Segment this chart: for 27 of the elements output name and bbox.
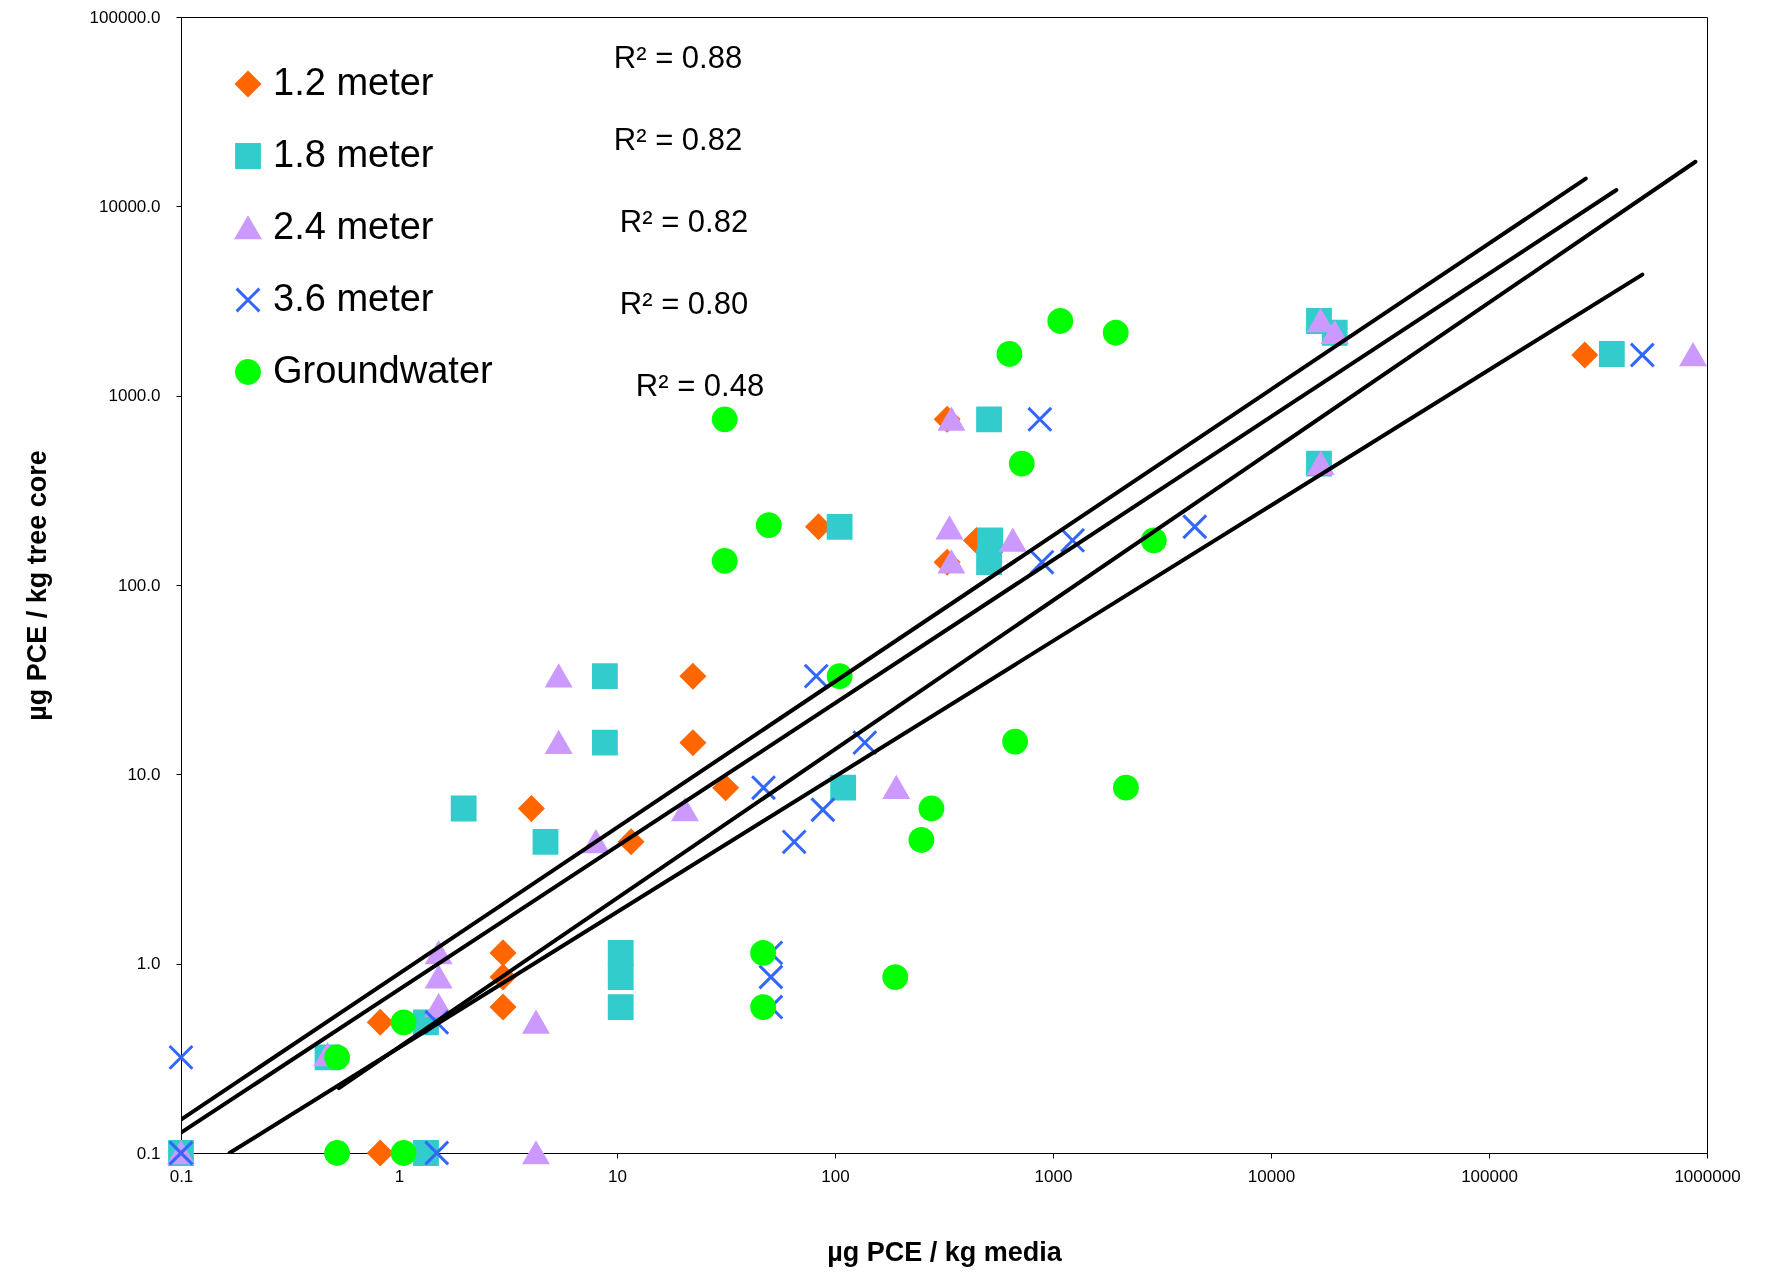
annotation: R² = 0.82 <box>619 204 749 239</box>
x-tick-label: 1 <box>394 1166 405 1186</box>
y-tick-label: 1.0 <box>136 954 161 974</box>
y-axis-title: µg PCE / kg tree core <box>21 450 52 721</box>
legend-label: 1.2 meter <box>273 61 434 103</box>
x-tick-label: 1000000 <box>1674 1166 1741 1186</box>
legend-label: 3.6 meter <box>273 277 434 319</box>
y-tick-label: 100000.0 <box>89 7 161 27</box>
x-tick-label: 100000 <box>1461 1166 1518 1186</box>
legend-label: 1.8 meter <box>273 133 434 175</box>
annotation: R² = 0.80 <box>619 286 749 321</box>
legend-label: Groundwater <box>273 349 494 391</box>
y-tick-label: 10000.0 <box>99 196 161 216</box>
x-tick-label: 1000 <box>1034 1166 1073 1186</box>
y-tick-label: 0.1 <box>136 1143 161 1163</box>
y-tick-label: 10.0 <box>127 764 161 784</box>
x-tick-label: 100 <box>821 1166 850 1186</box>
annotation: R² = 0.82 <box>613 122 743 157</box>
x-tick-label: 10 <box>608 1166 627 1186</box>
y-tick-label: 100.0 <box>117 575 161 595</box>
x-tick-label: 0.1 <box>169 1166 194 1186</box>
x-axis-title: µg PCE / kg media <box>827 1236 1063 1267</box>
legend-label: 2.4 meter <box>273 205 434 247</box>
y-tick-label: 1000.0 <box>108 386 161 406</box>
x-tick-label: 10000 <box>1247 1166 1296 1186</box>
annotation: R² = 0.48 <box>635 368 765 403</box>
annotation: R² = 0.88 <box>613 40 743 75</box>
